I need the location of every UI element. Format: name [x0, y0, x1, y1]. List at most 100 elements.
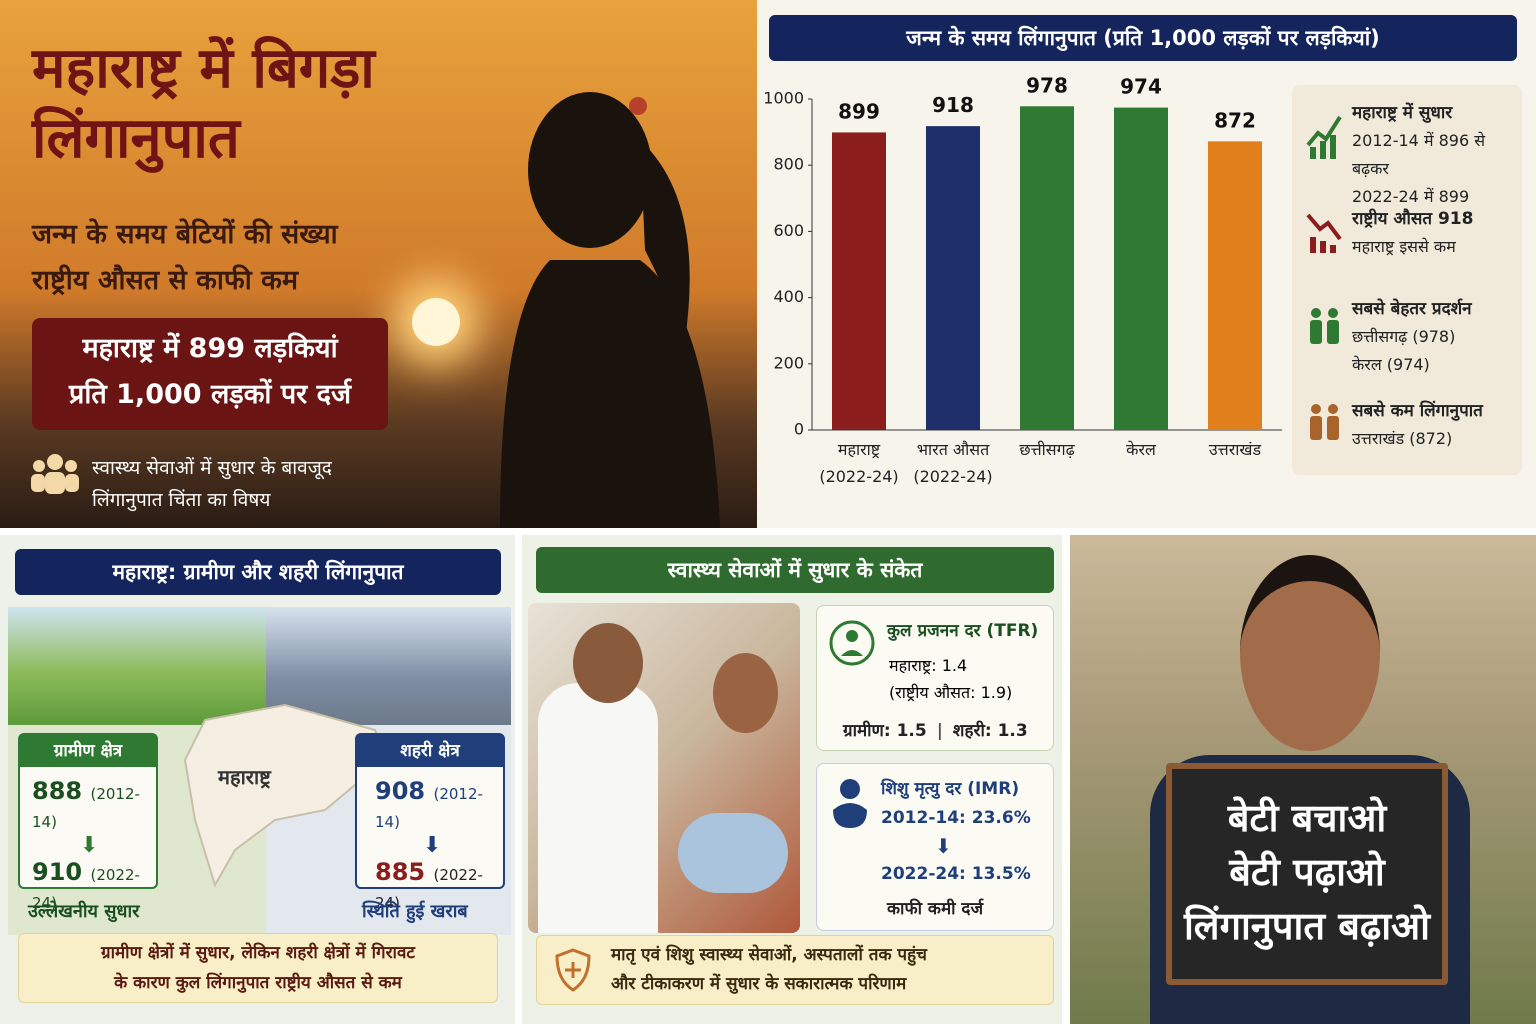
map-label: महाराष्ट्र — [218, 765, 271, 789]
card-label: शहरी क्षेत्र — [357, 735, 503, 767]
section-footer: मातृ एवं शिशु स्वास्थ्य सेवाओं, अस्पतालो… — [536, 935, 1054, 1005]
value-label: 918 — [932, 93, 974, 117]
period: (2012-14) — [32, 785, 140, 831]
value-label: 974 — [1120, 75, 1162, 99]
footer-text: मातृ एवं शिशु स्वास्थ्य सेवाओं, अस्पतालो… — [611, 941, 927, 999]
insight-title: सबसे कम लिंगानुपात — [1352, 401, 1483, 421]
bar — [832, 132, 886, 430]
x-tick-label: छत्तीसगढ़ — [1019, 440, 1075, 459]
bar — [1114, 107, 1168, 430]
divider: | — [936, 721, 943, 741]
x-tick-label: भारत औसत (2022-24) — [913, 440, 993, 486]
insight-title: सबसे बेहतर प्रदर्शन — [1352, 299, 1472, 319]
footer-line: के कारण कुल लिंगानुपात राष्ट्रीय औसत से … — [114, 973, 402, 993]
y-tick-label: 0 — [794, 420, 804, 439]
urban-card: शहरी क्षेत्र 908 (2012-14) ⬇ 885 (2022-2… — [355, 733, 505, 912]
arrow: ⬇ — [80, 833, 99, 858]
card-label: ग्रामीण क्षेत्र — [20, 735, 156, 767]
y-tick-label: 400 — [773, 287, 804, 306]
urban-before: 908 (2012-14) — [357, 767, 503, 833]
doctor-photo — [528, 603, 800, 933]
shield-icon — [555, 948, 591, 992]
section-footer: ग्रामीण क्षेत्रों में सुधार, लेकिन शहरी … — [18, 933, 498, 1003]
note-line: स्वास्थ्य सेवाओं में सुधार के बावजूद — [92, 457, 332, 479]
sign-line: बेटी पढ़ाओ — [1229, 850, 1385, 894]
insight-line: 2012-14 में 896 से बढ़कर — [1352, 131, 1486, 178]
people-icon — [31, 454, 79, 494]
highlight-box: महाराष्ट्र में 899 लड़कियां प्रति 1,000 … — [32, 318, 388, 430]
card-title: शिशु मृत्यु दर (IMR) — [881, 779, 1020, 799]
rural-before: 888 (2012-14) — [20, 767, 156, 833]
tfr-urban: शहरी: 1.3 — [952, 721, 1028, 741]
arrow: ⬇ — [423, 833, 442, 858]
rural-card: ग्रामीण क्षेत्र 888 (2012-14) ⬇ 910 (202… — [18, 733, 158, 912]
card-title: कुल प्रजनन दर (TFR) — [887, 621, 1039, 641]
insight: महाराष्ट्र में सुधार 2012-14 में 896 से ब… — [1352, 99, 1522, 211]
period: (2012-14) — [375, 785, 483, 831]
section-title: महाराष्ट्र: ग्रामीण और शहरी लिंगानुपात — [15, 549, 501, 595]
tfr-line: (राष्ट्रीय औसत: 1.9) — [889, 683, 1013, 702]
hero-panel: महाराष्ट्र में बिगड़ा लिंगानुपात जन्म के… — [0, 0, 757, 528]
value-label: 978 — [1026, 73, 1068, 97]
period: (2022-24) — [375, 866, 483, 912]
y-tick-label: 800 — [773, 155, 804, 174]
rural-after: 910 (2022-24) — [20, 858, 156, 914]
city-image — [266, 607, 511, 725]
mother-head — [713, 653, 778, 733]
baby-icon — [833, 779, 867, 828]
arrow: ⬇ — [935, 834, 952, 858]
chart-title: जन्म के समय लिंगानुपात (प्रति 1,000 लड़क… — [769, 15, 1517, 61]
insights-panel: महाराष्ट्र में सुधार 2012-14 में 896 से ब… — [1292, 85, 1522, 475]
highlight-line: प्रति 1,000 लड़कों पर दर्ज — [69, 379, 351, 410]
chart: 0 200 400 600 800 1000 899 918 978 974 872 — [763, 73, 1282, 439]
footer-line: मातृ एवं शिशु स्वास्थ्य सेवाओं, अस्पतालो… — [611, 945, 927, 965]
y-tick-label: 1000 — [763, 89, 804, 108]
insight-line: छत्तीसगढ़ (978) — [1352, 327, 1456, 346]
silhouette — [500, 92, 720, 528]
insight-line: केरल (974) — [1352, 355, 1430, 374]
insight: सबसे कम लिंगानुपात उत्तराखंड (872) — [1352, 397, 1483, 453]
value: 910 — [32, 858, 83, 886]
tfr-card: कुल प्रजनन दर (TFR) महाराष्ट्र: 1.4 (राष… — [816, 605, 1054, 751]
insight-icons — [1306, 115, 1342, 440]
urban-after: 885 (2022-24) — [357, 858, 503, 914]
x-tick-label: उत्तराखंड — [1208, 440, 1262, 459]
note-line: लिंगानुपात चिंता का विषय — [92, 489, 271, 511]
insight: राष्ट्रीय औसत 918 महाराष्ट्र इससे कम — [1352, 205, 1473, 261]
village-image — [8, 607, 266, 725]
sun — [412, 298, 460, 346]
section-title: स्वास्थ्य सेवाओं में सुधार के संकेत — [536, 547, 1054, 593]
insight-title: महाराष्ट्र में सुधार — [1352, 103, 1453, 123]
footer-line: और टीकाकरण में सुधार के सकारात्मक परिणाम — [611, 974, 907, 994]
doctor-head — [573, 623, 643, 703]
title-line: लिंगानुपात — [32, 106, 240, 171]
y-tick-label: 200 — [773, 353, 804, 372]
chart-panel: जन्म के समय लिंगानुपात (प्रति 1,000 लड़क… — [757, 0, 1536, 528]
x-tick-label: महाराष्ट्र (2022-24) — [819, 440, 899, 486]
map-shape — [183, 703, 392, 888]
value-label: 872 — [1214, 108, 1256, 132]
value: 908 — [375, 777, 426, 805]
bar — [1208, 141, 1262, 431]
verdict: उल्लेखनीय सुधार — [28, 901, 140, 922]
insight-line: 2022-24 में 899 — [1352, 187, 1470, 206]
mother-icon — [829, 620, 875, 666]
chalkboard: बेटी बचाओ बेटी पढ़ाओ लिंगानुपात बढ़ाओ — [1166, 763, 1448, 985]
tfr-lines: महाराष्ट्र: 1.4 (राष्ट्रीय औसत: 1.9) — [889, 652, 1012, 706]
title-line: महाराष्ट्र में बिगड़ा — [32, 36, 375, 101]
tfr-rural: ग्रामीण: 1.5 — [843, 721, 927, 741]
doctor-coat — [538, 683, 658, 933]
hero-title: महाराष्ट्र में बिगड़ा लिंगानुपात — [32, 34, 375, 174]
x-tick-label: केरल — [1126, 440, 1156, 459]
health-panel: स्वास्थ्य सेवाओं में सुधार के संकेत कुल … — [522, 535, 1062, 1024]
period: (2022-24) — [32, 866, 140, 912]
insight-line: महाराष्ट्र इससे कम — [1352, 237, 1456, 256]
baby — [678, 813, 788, 893]
poster-photo: बेटी बचाओ बेटी पढ़ाओ लिंगानुपात बढ़ाओ — [1070, 535, 1536, 1024]
subtitle-line: राष्ट्रीय औसत से काफी कम — [32, 265, 298, 296]
girl-face — [1240, 555, 1380, 751]
verdict: स्थिति हुई खराब — [362, 901, 468, 922]
value: 885 — [375, 858, 426, 886]
imr-before: 2012-14: 23.6% — [881, 808, 1031, 828]
